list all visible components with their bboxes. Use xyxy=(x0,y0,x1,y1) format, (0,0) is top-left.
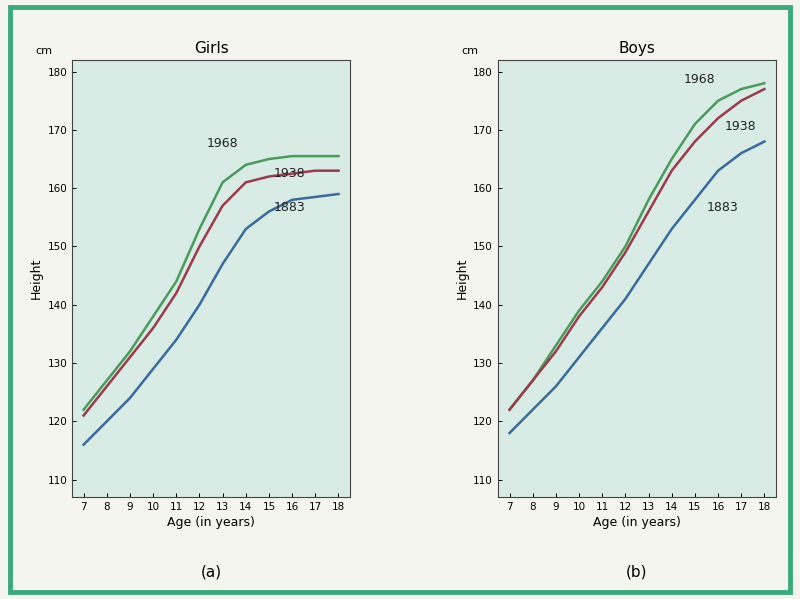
Text: cm: cm xyxy=(36,46,53,56)
Y-axis label: Height: Height xyxy=(30,258,43,300)
X-axis label: Age (in years): Age (in years) xyxy=(593,516,681,529)
Text: 1883: 1883 xyxy=(274,201,306,214)
Title: Girls: Girls xyxy=(194,41,229,56)
X-axis label: Age (in years): Age (in years) xyxy=(167,516,255,529)
Text: 1938: 1938 xyxy=(274,167,306,180)
Text: 1968: 1968 xyxy=(683,73,715,86)
Text: (a): (a) xyxy=(201,565,222,580)
Text: 1883: 1883 xyxy=(706,201,738,214)
Y-axis label: Height: Height xyxy=(456,258,469,300)
Text: 1968: 1968 xyxy=(206,137,238,150)
Text: cm: cm xyxy=(462,46,478,56)
Text: 1938: 1938 xyxy=(725,120,757,133)
Title: Boys: Boys xyxy=(618,41,655,56)
Text: (b): (b) xyxy=(626,565,648,580)
